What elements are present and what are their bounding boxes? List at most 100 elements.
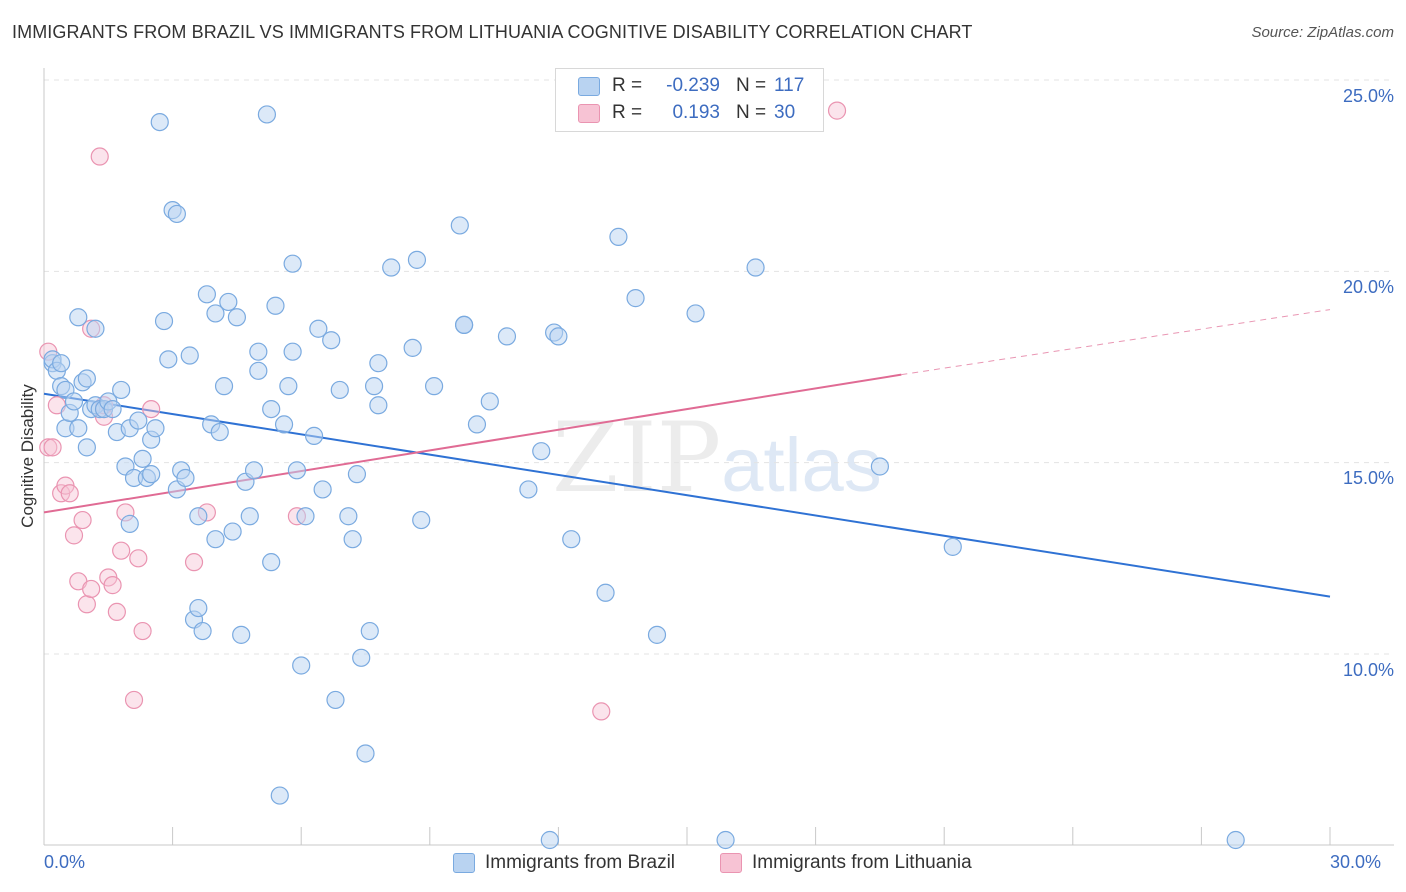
brazil-point — [112, 380, 131, 400]
brazil-point — [274, 415, 294, 434]
lithuania-point — [77, 595, 96, 614]
brazil-point — [343, 530, 362, 549]
brazil-point — [154, 311, 174, 331]
brazil-point — [407, 250, 427, 269]
brazil-point — [450, 216, 469, 235]
brazil-point — [403, 338, 422, 357]
lithuania-trend-line — [43, 373, 902, 514]
series-legend: Immigrants from Brazil Immigrants from L… — [0, 852, 1406, 876]
brazil-point — [287, 461, 307, 480]
brazil-point — [197, 285, 216, 304]
legend-item-lithuania[interactable]: Immigrants from Lithuania — [720, 852, 972, 874]
brazil-point — [532, 442, 551, 461]
axes — [43, 68, 1394, 846]
brazil-point — [480, 392, 499, 411]
brazil-point — [304, 426, 324, 445]
brazil-point — [206, 304, 225, 323]
brazil-point — [69, 308, 88, 327]
lithuania-point — [592, 702, 611, 721]
brazil-point — [870, 457, 890, 476]
brazil-point — [120, 514, 139, 533]
data-points — [39, 101, 1245, 850]
brazil-point — [189, 598, 208, 618]
n-label: N = — [736, 102, 767, 123]
brazil-point — [283, 342, 302, 361]
legend-row-brazil: R = -0.239 N = 117 — [578, 74, 804, 98]
lithuania-point — [129, 549, 148, 568]
lithuania-point — [39, 438, 58, 457]
brazil-point — [626, 289, 645, 308]
brazil-point — [412, 510, 431, 530]
brazil-point — [206, 530, 225, 549]
n-label: N = — [736, 75, 767, 96]
brazil-point — [227, 308, 246, 327]
brazil-point — [270, 786, 289, 805]
r-label: R = — [612, 75, 643, 96]
y-axis-label: Cognitive Disability — [18, 384, 37, 528]
brazil-point — [347, 465, 367, 484]
brazil-point — [103, 399, 122, 419]
brazil-point — [497, 327, 517, 346]
brazil-point — [716, 830, 735, 850]
brazil-point — [214, 377, 234, 396]
watermark-atlas: atlas — [721, 423, 882, 508]
brazil-point — [86, 319, 105, 338]
y-tick-10: 10.0% — [1342, 660, 1394, 680]
brazil-point — [326, 690, 345, 710]
n-value: 30 — [774, 102, 796, 123]
brazil-point — [69, 419, 88, 438]
brazil-point — [424, 377, 444, 396]
brazil-point — [262, 553, 281, 572]
brazil-point — [262, 399, 281, 419]
brazil-point — [352, 648, 371, 667]
brazil-point — [330, 380, 349, 400]
lithuania-point — [103, 576, 122, 595]
lithuania-point — [90, 147, 109, 166]
brazil-point — [180, 346, 199, 365]
lithuania-point — [107, 602, 126, 622]
lithuania-point — [827, 101, 847, 120]
brazil-point — [232, 625, 251, 644]
brazil-point — [283, 254, 302, 273]
brazil-point — [647, 625, 667, 644]
brazil-point — [467, 415, 487, 434]
brazil-point — [364, 377, 384, 396]
n-value: 117 — [774, 75, 805, 96]
brazil-point — [339, 507, 358, 526]
trend-lines — [43, 309, 1331, 598]
brazil-point — [549, 327, 568, 346]
brazil-point — [266, 296, 285, 315]
brazil-legend-icon — [453, 853, 475, 873]
brazil-point — [369, 354, 388, 373]
brazil-point — [64, 392, 84, 411]
lithuania-point — [133, 621, 152, 641]
brazil-point — [249, 342, 268, 361]
brazil-point — [176, 468, 195, 488]
brazil-point — [686, 304, 705, 323]
brazil-point — [596, 583, 615, 602]
brazil-point — [150, 112, 169, 132]
brazil-point — [540, 830, 559, 850]
brazil-point — [249, 361, 268, 380]
brazil-point — [133, 449, 152, 468]
legend-item-brazil[interactable]: Immigrants from Brazil — [453, 852, 675, 874]
legend-label-brazil: Immigrants from Brazil — [485, 852, 676, 873]
brazil-point — [562, 530, 581, 549]
brazil-trend-line — [43, 392, 1331, 598]
brazil-point — [146, 419, 165, 438]
lithuania-point — [60, 484, 79, 503]
brazil-point — [360, 621, 379, 641]
brazil-point — [322, 331, 341, 350]
brazil-point — [454, 315, 474, 335]
brazil-point — [167, 204, 186, 224]
lithuania-swatch-icon — [578, 103, 600, 123]
stats-legend: R = -0.239 N = 117 R = 0.193 N = 30 — [555, 68, 824, 132]
brazil-point — [52, 354, 71, 373]
brazil-point — [210, 422, 229, 442]
brazil-point — [193, 621, 212, 641]
brazil-point — [129, 411, 148, 430]
y-tick-15: 15.0% — [1342, 468, 1394, 488]
brazil-point — [369, 396, 388, 415]
y-tick-25: 25.0% — [1342, 86, 1394, 106]
